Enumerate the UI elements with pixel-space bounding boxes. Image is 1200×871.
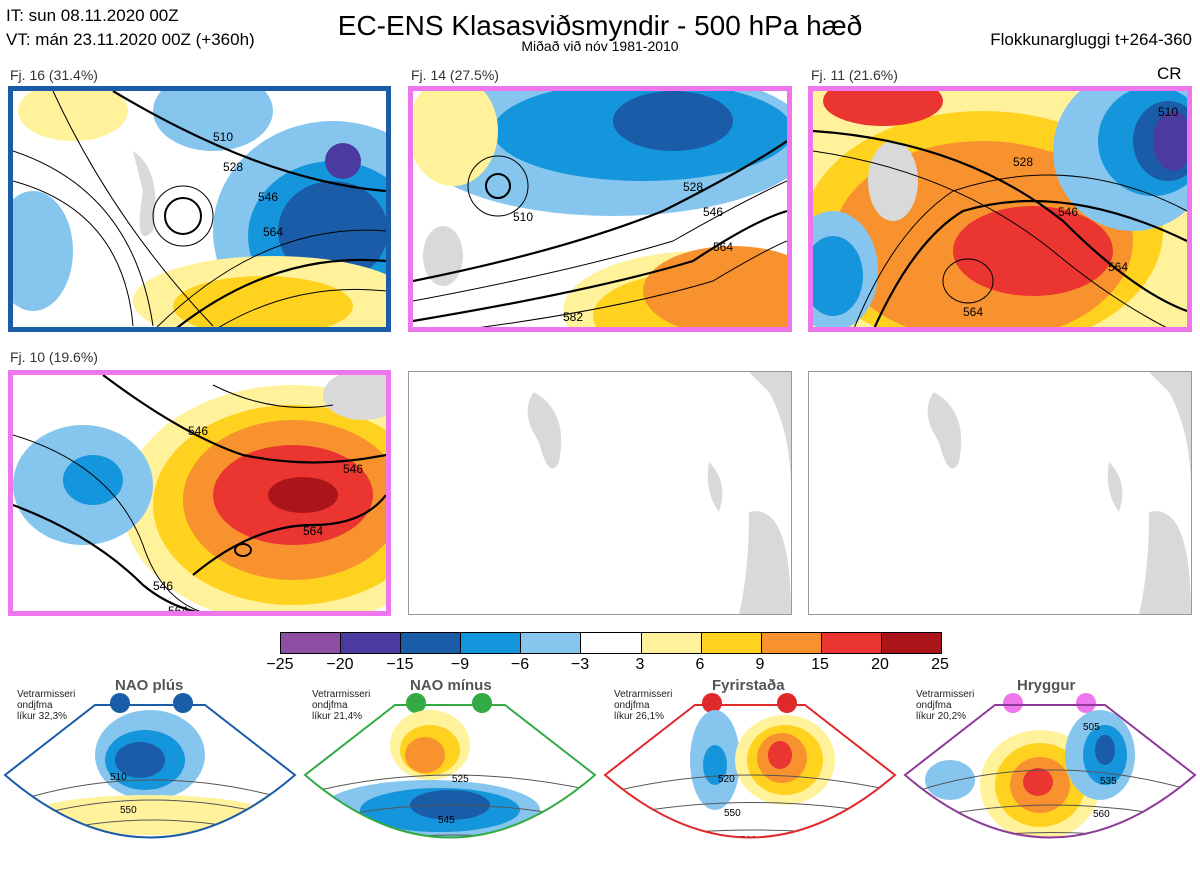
panel-label-1: Fj. 16 (31.4%) bbox=[10, 67, 98, 83]
colorbar-swatch bbox=[580, 633, 641, 653]
colorbar-swatch bbox=[760, 633, 821, 653]
regime-title-1: NAO plús bbox=[115, 677, 184, 694]
regime-dot-2a bbox=[406, 693, 426, 713]
contour-label: 564 bbox=[303, 524, 323, 538]
colorbar-tick-label: 9 bbox=[755, 656, 765, 673]
colorbar-tick-label: −9 bbox=[450, 656, 470, 673]
contour-label: 510 bbox=[213, 130, 233, 144]
colorbar-tick-label: 20 bbox=[871, 656, 889, 673]
contour-label: 550 bbox=[724, 808, 741, 819]
colorbar-swatch bbox=[400, 633, 461, 653]
cluster-map-2: 510 528 546 564 582 bbox=[408, 86, 792, 332]
colorbar-tick-label: 25 bbox=[931, 656, 949, 673]
contour-label: 564 bbox=[168, 604, 188, 611]
regime-info-3: Vetrarmisseri ondjfma líkur 26,1% bbox=[614, 689, 673, 722]
colorbar-swatch bbox=[281, 633, 341, 653]
cluster-map-2-graphic: 510 528 546 564 582 bbox=[413, 91, 787, 327]
empty-map-6-graphic bbox=[927, 372, 1191, 614]
colorbar-tick-label: −6 bbox=[510, 656, 530, 673]
regime-dot-3a bbox=[702, 693, 722, 713]
contour-label: 560 bbox=[1093, 809, 1110, 820]
page-subtitle: Miðað við nóv 1981-2010 bbox=[521, 38, 679, 54]
empty-map-6 bbox=[808, 371, 1192, 615]
regime-title-3: Fyrirstaða bbox=[712, 677, 785, 694]
contour-label: 564 bbox=[713, 240, 733, 254]
regime-dot-2b bbox=[472, 693, 492, 713]
contour-label: 546 bbox=[343, 462, 363, 476]
empty-map-5 bbox=[408, 371, 792, 615]
colorbar-swatch bbox=[520, 633, 581, 653]
regime-map-1: 510 550 bbox=[19, 710, 291, 838]
colorbar-swatch bbox=[340, 633, 401, 653]
contour-label: 582 bbox=[563, 310, 583, 324]
contour-label: 560 bbox=[740, 835, 757, 846]
colorbar-tick-label: −3 bbox=[570, 656, 590, 673]
contour-label: 564 bbox=[263, 225, 283, 239]
panel-label-4: Fj. 10 (19.6%) bbox=[10, 349, 98, 365]
contour-label: 564 bbox=[963, 305, 983, 319]
regime-info-2: Vetrarmisseri ondjfma líkur 21,4% bbox=[312, 689, 371, 722]
regime-title-2: NAO mínus bbox=[410, 677, 492, 694]
contour-label: 528 bbox=[1013, 155, 1033, 169]
colorbar-tick-label: 15 bbox=[811, 656, 829, 673]
contour-label: 510 bbox=[513, 210, 533, 224]
contour-label: 510 bbox=[110, 772, 127, 783]
contour-label: 528 bbox=[223, 160, 243, 174]
colorbar bbox=[280, 632, 942, 654]
contour-label: 545 bbox=[438, 815, 455, 826]
regime-map-4: 505 535 560 bbox=[919, 710, 1191, 838]
contour-label: 535 bbox=[1100, 776, 1117, 787]
cluster-map-1: 510 528 546 564 bbox=[8, 86, 391, 332]
regime-title-4: Hryggur bbox=[1017, 677, 1076, 694]
cluster-map-3: 528 546 564 510 564 bbox=[808, 86, 1192, 332]
contour-label: 525 bbox=[452, 774, 469, 785]
regime-map-3: 520 550 560 bbox=[619, 710, 891, 846]
contour-label: 546 bbox=[188, 424, 208, 438]
classification-window: Flokkunargluggi t+264-360 bbox=[990, 30, 1192, 49]
page-title: EC-ENS Klasasviðsmyndir - 500 hPa hæð bbox=[337, 10, 863, 41]
contour-label: 520 bbox=[718, 774, 735, 785]
regime-dot-3b bbox=[777, 693, 797, 713]
regime-dot-4b bbox=[1076, 693, 1096, 713]
colorbar-tick-label: 6 bbox=[695, 656, 705, 673]
contour-label: 565 bbox=[448, 852, 465, 863]
colorbar-tick-label: 3 bbox=[635, 656, 645, 673]
regime-dot-4a bbox=[1003, 693, 1023, 713]
colorbar-swatch bbox=[700, 633, 761, 653]
colorbar-swatch bbox=[640, 633, 701, 653]
cr-label: CR bbox=[1157, 64, 1182, 83]
colorbar-swatch bbox=[880, 633, 942, 653]
contour-label: 528 bbox=[683, 180, 703, 194]
contour-label: 546 bbox=[258, 190, 278, 204]
regime-dot-1b bbox=[173, 693, 193, 713]
regime-info-4: Vetrarmisseri ondjfma líkur 20,2% bbox=[916, 689, 975, 722]
contour-label: 550 bbox=[120, 805, 137, 816]
contour-label: 546 bbox=[153, 579, 173, 593]
valid-time: VT: mán 23.11.2020 00Z (+360h) bbox=[6, 30, 255, 49]
regime-dot-1a bbox=[110, 693, 130, 713]
cluster-map-4-graphic: 546 564 546 564 546 bbox=[13, 375, 386, 611]
colorbar-tick-label: −15 bbox=[386, 656, 414, 673]
contour-label: 505 bbox=[1083, 722, 1100, 733]
colorbar-tick-label: −20 bbox=[326, 656, 354, 673]
empty-map-5-graphic bbox=[527, 372, 791, 614]
cluster-map-3-graphic: 528 546 564 510 564 bbox=[813, 91, 1187, 327]
colorbar-tick-label: −25 bbox=[266, 656, 294, 673]
regime-info-1: Vetrarmisseri ondjfma líkur 32,3% bbox=[17, 689, 76, 722]
panel-label-3: Fj. 11 (21.6%) bbox=[811, 67, 898, 83]
regime-maps: 510 550 525 545 565 520 550 560 bbox=[3, 704, 1197, 863]
cluster-map-1-graphic: 510 528 546 564 bbox=[13, 91, 386, 327]
panel-label-2: Fj. 14 (27.5%) bbox=[411, 67, 499, 83]
colorbar-swatch bbox=[460, 633, 521, 653]
issue-time: IT: sun 08.11.2020 00Z bbox=[6, 6, 179, 25]
cluster-map-4: 546 564 546 564 546 bbox=[8, 370, 391, 616]
contour-label: 546 bbox=[1058, 205, 1078, 219]
colorbar-swatch bbox=[820, 633, 881, 653]
contour-label: 510 bbox=[1158, 105, 1178, 119]
contour-label: 564 bbox=[1108, 260, 1128, 274]
contour-label: 546 bbox=[703, 205, 723, 219]
